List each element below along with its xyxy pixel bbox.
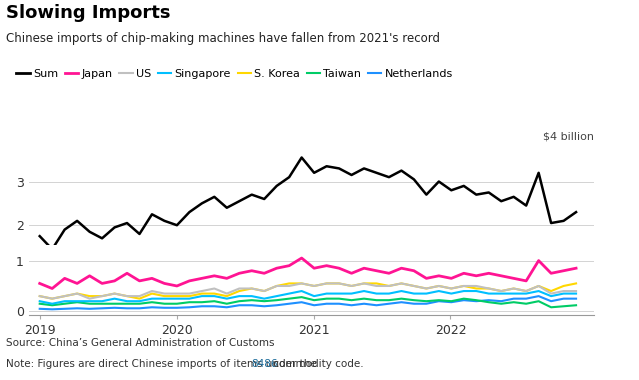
Text: commodity code.: commodity code. <box>270 359 364 369</box>
Text: Source: China’s General Administration of Customs: Source: China’s General Administration o… <box>6 338 275 348</box>
Text: 8486: 8486 <box>251 359 277 369</box>
Text: $4 billion: $4 billion <box>543 131 594 141</box>
Text: Note: Figures are direct Chinese imports of items under the: Note: Figures are direct Chinese imports… <box>6 359 320 369</box>
Text: Slowing Imports: Slowing Imports <box>6 4 171 22</box>
Legend: Sum, Japan, US, Singapore, S. Korea, Taiwan, Netherlands: Sum, Japan, US, Singapore, S. Korea, Tai… <box>12 65 458 83</box>
Text: Chinese imports of chip-making machines have fallen from 2021's record: Chinese imports of chip-making machines … <box>6 32 440 45</box>
